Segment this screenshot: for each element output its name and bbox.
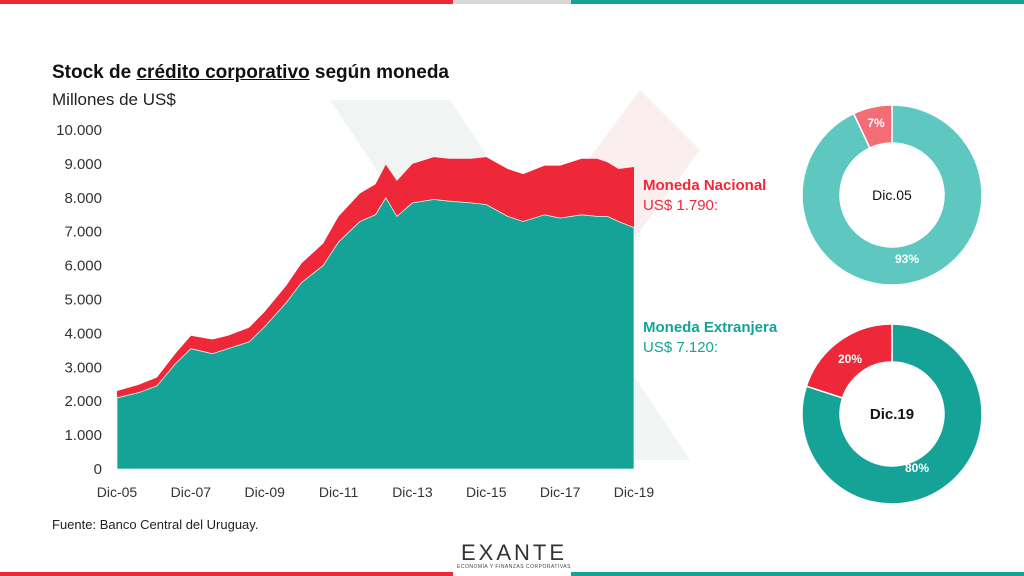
title-prefix: Stock de bbox=[52, 62, 137, 83]
chart-title: Stock de crédito corporativo según moned… bbox=[52, 62, 449, 84]
y-tick-label: 6.000 bbox=[64, 258, 102, 275]
title-underlined: crédito corporativo bbox=[136, 62, 310, 83]
label-nacional-value: US$ 1.790: bbox=[643, 197, 719, 214]
y-tick-label: 7.000 bbox=[64, 224, 102, 241]
x-tick-label: Dic-19 bbox=[614, 484, 655, 500]
donut-label-extranjera: 93% bbox=[895, 252, 919, 266]
series-area-extranjera bbox=[116, 197, 635, 470]
title-suffix: según moneda bbox=[309, 62, 449, 83]
y-tick-label: 8.000 bbox=[64, 190, 102, 207]
source-note: Fuente: Banco Central del Uruguay. bbox=[52, 517, 259, 532]
label-nacional: Moneda Nacional US$ 1.790: bbox=[643, 177, 766, 214]
donut-label-nacional: 20% bbox=[838, 352, 862, 366]
top-bar-teal bbox=[571, 0, 1024, 4]
donut-label-nacional: 7% bbox=[867, 116, 885, 130]
y-tick-label: 3.000 bbox=[64, 359, 102, 376]
top-bar-red bbox=[0, 0, 453, 4]
donut-slice-nacional bbox=[852, 104, 893, 149]
x-tick-label: Dic-13 bbox=[392, 484, 433, 500]
y-tick-label: 2.000 bbox=[64, 393, 102, 410]
donut-center-label: Dic.19 bbox=[870, 406, 914, 423]
y-tick-label: 5.000 bbox=[64, 292, 102, 309]
donut-dic05: Dic.05 7% 93% bbox=[801, 104, 983, 286]
x-tick-label: Dic-09 bbox=[244, 484, 285, 500]
logo-tagline: ECONOMÍA Y FINANZAS CORPORATIVAS bbox=[457, 564, 571, 570]
label-extranjera-name: Moneda Extranjera bbox=[643, 319, 778, 336]
y-tick-label: 9.000 bbox=[64, 156, 102, 173]
x-tick-label: Dic-07 bbox=[171, 484, 212, 500]
y-tick-label: 4.000 bbox=[64, 325, 102, 342]
y-tick-label: 10.000 bbox=[56, 122, 102, 139]
top-bar-grey bbox=[453, 0, 571, 4]
donut-slice-extranjera bbox=[801, 323, 983, 505]
label-nacional-name: Moneda Nacional bbox=[643, 177, 767, 194]
logo-word: EXANTE bbox=[460, 540, 568, 565]
label-extranjera: Moneda Extranjera US$ 7.120: bbox=[643, 319, 777, 356]
donut-slice-nacional bbox=[805, 323, 893, 399]
x-tick-label: Dic-17 bbox=[540, 484, 581, 500]
exante-logo: EXANTE ECONOMÍA Y FINANZAS CORPORATIVAS bbox=[456, 540, 572, 570]
y-tick-label: 1.000 bbox=[64, 427, 102, 444]
x-tick-label: Dic-05 bbox=[97, 484, 138, 500]
donut-center-label: Dic.05 bbox=[872, 187, 912, 203]
bottom-bar-red bbox=[0, 572, 453, 576]
series-area-nacional bbox=[117, 157, 634, 398]
donut-label-extranjera: 80% bbox=[905, 461, 929, 475]
x-tick-label: Dic-15 bbox=[466, 484, 507, 500]
donut-dic19: Dic.19 20% 80% bbox=[801, 323, 983, 505]
bottom-bar-teal bbox=[571, 572, 1024, 576]
label-extranjera-value: US$ 7.120: bbox=[643, 339, 719, 356]
units-label: Millones de US$ bbox=[52, 90, 176, 109]
donut-slice-extranjera bbox=[801, 104, 983, 286]
x-tick-label: Dic-11 bbox=[319, 484, 359, 500]
y-tick-label: 0 bbox=[94, 461, 102, 478]
